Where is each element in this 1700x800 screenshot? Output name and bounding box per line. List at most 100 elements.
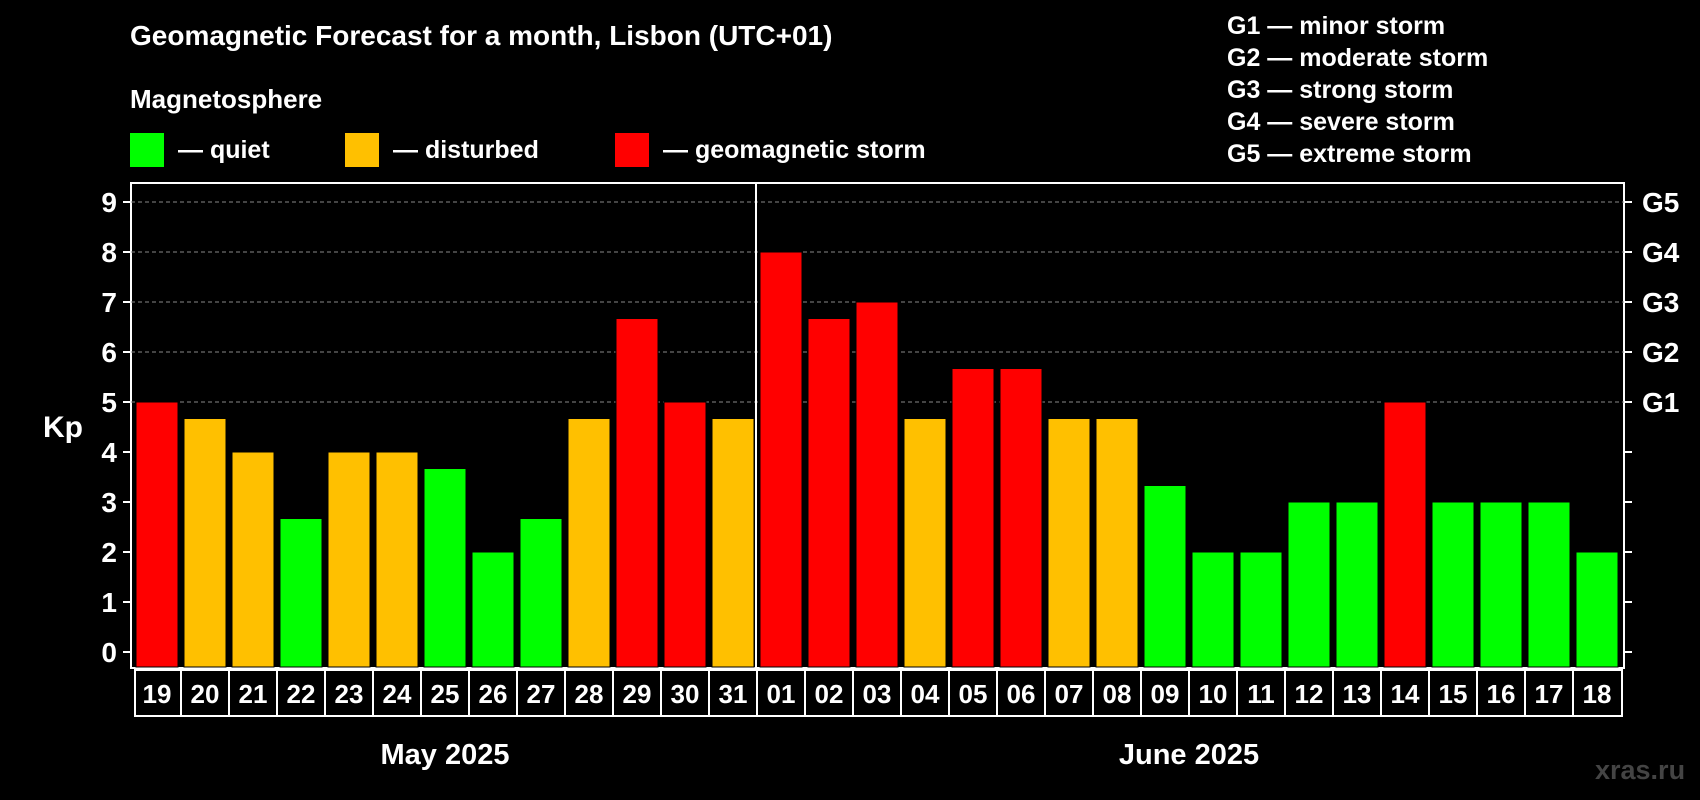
legend-item-storm: — geomagnetic storm	[615, 133, 926, 167]
day-label: 15	[1439, 679, 1468, 709]
day-label: 22	[287, 679, 316, 709]
bar-26	[471, 551, 515, 668]
bar-24	[375, 451, 419, 668]
day-label: 09	[1151, 679, 1180, 709]
bar-14	[1383, 401, 1427, 668]
bar-12	[1287, 501, 1331, 668]
y-tick-label: 3	[101, 487, 117, 518]
legend-swatch-quiet	[130, 133, 164, 167]
day-label: 12	[1295, 679, 1324, 709]
day-label: 07	[1055, 679, 1084, 709]
bar-04	[903, 418, 947, 668]
y-tick-label: 9	[101, 187, 117, 218]
bar-27	[519, 518, 563, 668]
day-label: 24	[383, 679, 412, 709]
legend-swatch-storm	[615, 133, 649, 167]
bar-15	[1431, 501, 1475, 668]
legend-title: Magnetosphere	[130, 84, 323, 114]
bar-16	[1479, 501, 1523, 668]
bar-09	[1143, 485, 1187, 668]
day-label: 25	[431, 679, 460, 709]
day-label: 04	[911, 679, 940, 709]
y-tick-label: 7	[101, 287, 117, 318]
storm-level-label-g5: G5	[1642, 187, 1679, 218]
bar-19	[135, 401, 179, 668]
storm-level-g1: G1 — minor storm	[1227, 12, 1446, 40]
day-label: 03	[863, 679, 892, 709]
y-tick-label: 1	[101, 587, 117, 618]
chart-title: Geomagnetic Forecast for a month, Lisbon…	[130, 20, 833, 51]
legend-swatch-disturbed	[345, 133, 379, 167]
legend-item-quiet: — quiet	[130, 133, 270, 167]
storm-level-legend: G1 — minor storm G2 — moderate storm G3 …	[1227, 10, 1488, 170]
y-tick-label: 5	[101, 387, 117, 418]
bar-13	[1335, 501, 1379, 668]
bar-18	[1575, 551, 1619, 668]
bar-03	[855, 301, 899, 668]
storm-level-g5: G5 — extreme storm	[1227, 140, 1472, 168]
bar-10	[1191, 551, 1235, 668]
day-label: 30	[671, 679, 700, 709]
bar-30	[663, 401, 707, 668]
bar-11	[1239, 551, 1283, 668]
y-tick-label: 8	[101, 237, 117, 268]
storm-level-label-g4: G4	[1642, 237, 1680, 268]
bar-23	[327, 451, 371, 668]
legend-label-disturbed: — disturbed	[393, 135, 539, 164]
bar-25	[423, 468, 467, 668]
storm-level-g3: G3 — strong storm	[1227, 76, 1454, 104]
bar-31	[711, 418, 755, 668]
plot-frame	[130, 182, 1625, 669]
day-label: 21	[239, 679, 268, 709]
day-label: 02	[815, 679, 844, 709]
storm-level-label-g2: G2	[1642, 337, 1679, 368]
bar-08	[1095, 418, 1139, 668]
bar-02	[807, 318, 851, 668]
day-label: 14	[1391, 679, 1420, 709]
month-label-june: June 2025	[1119, 739, 1259, 771]
legend-item-disturbed: — disturbed	[345, 133, 539, 167]
bar-21	[231, 451, 275, 668]
y-tick-label: 6	[101, 337, 117, 368]
y-tick-label: 2	[101, 537, 117, 568]
storm-level-label-g3: G3	[1642, 287, 1679, 318]
legend-label-quiet: — quiet	[178, 135, 270, 164]
day-label: 10	[1199, 679, 1228, 709]
bar-29	[615, 318, 659, 668]
day-label: 29	[623, 679, 652, 709]
day-label: 28	[575, 679, 604, 709]
day-label: 06	[1007, 679, 1036, 709]
bar-22	[279, 518, 323, 668]
storm-level-g2: G2 — moderate storm	[1227, 44, 1489, 72]
bar-28	[567, 418, 611, 668]
day-label-strip	[134, 669, 1623, 717]
day-label: 20	[191, 679, 220, 709]
storm-level-label-g1: G1	[1642, 387, 1679, 418]
y-axis-label: Kp	[43, 411, 83, 444]
day-label: 13	[1343, 679, 1372, 709]
bar-06	[999, 368, 1043, 668]
bar-07	[1047, 418, 1091, 668]
day-label: 01	[767, 679, 796, 709]
storm-level-g4: G4 — severe storm	[1227, 108, 1455, 136]
bar-20	[183, 418, 227, 668]
watermark: xras.ru	[1595, 755, 1686, 785]
day-label: 19	[143, 679, 172, 709]
day-label: 08	[1103, 679, 1132, 709]
month-label-may: May 2025	[381, 739, 510, 771]
y-tick-label: 0	[101, 637, 117, 668]
day-label: 05	[959, 679, 988, 709]
day-label: 23	[335, 679, 364, 709]
bar-05	[951, 368, 995, 668]
legend-label-storm: — geomagnetic storm	[663, 135, 926, 164]
day-label: 11	[1247, 679, 1275, 709]
day-label: 16	[1487, 679, 1516, 709]
day-label: 31	[719, 679, 748, 709]
y-tick-label: 4	[101, 437, 117, 468]
day-label: 18	[1583, 679, 1612, 709]
day-label: 17	[1535, 679, 1564, 709]
bar-01	[759, 251, 803, 668]
day-label: 27	[527, 679, 556, 709]
bar-17	[1527, 501, 1571, 668]
